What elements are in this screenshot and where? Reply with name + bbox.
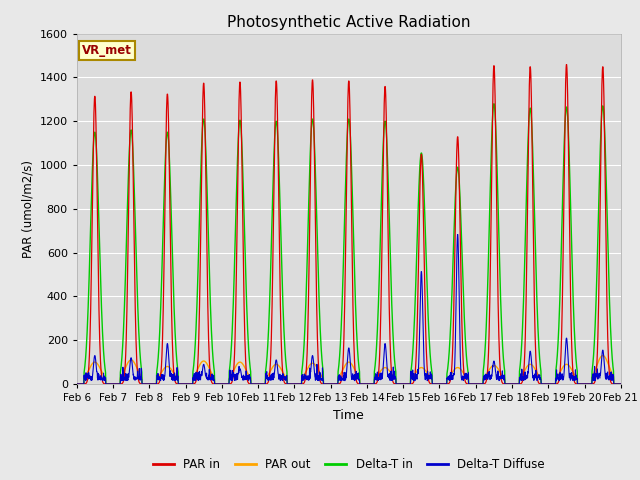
Text: VR_met: VR_met <box>82 44 132 57</box>
X-axis label: Time: Time <box>333 408 364 421</box>
Legend: PAR in, PAR out, Delta-T in, Delta-T Diffuse: PAR in, PAR out, Delta-T in, Delta-T Dif… <box>148 454 550 476</box>
Title: Photosynthetic Active Radiation: Photosynthetic Active Radiation <box>227 15 470 30</box>
Y-axis label: PAR (umol/m2/s): PAR (umol/m2/s) <box>21 160 34 258</box>
